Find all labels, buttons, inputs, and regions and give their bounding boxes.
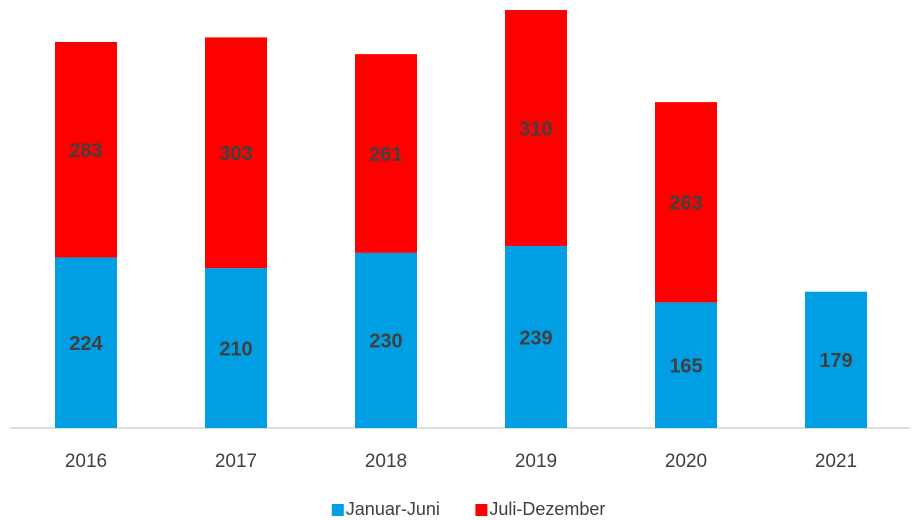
bar-segment	[55, 257, 117, 428]
x-tick-label: 2020	[665, 451, 707, 472]
data-label: 179	[819, 350, 852, 372]
bar-segment	[205, 268, 267, 428]
data-label: 310	[519, 118, 552, 140]
x-tick-label: 2017	[215, 451, 257, 472]
legend-swatch	[475, 504, 488, 516]
data-label: 230	[369, 331, 402, 353]
bar-segment	[505, 10, 567, 247]
bar-segment	[205, 37, 267, 269]
x-tick-label: 2018	[365, 451, 407, 472]
x-tick-label: 2021	[815, 451, 857, 472]
data-label: 210	[219, 338, 252, 360]
legend-label: Januar-Juni	[346, 499, 440, 519]
legend-label: Juli-Dezember	[489, 499, 605, 519]
bar-segment	[355, 252, 417, 428]
data-label: 263	[669, 193, 702, 215]
data-label: 261	[369, 144, 402, 166]
bar-segment	[355, 54, 417, 253]
data-label: 239	[519, 327, 552, 349]
bar-segment	[655, 302, 717, 428]
legend-swatch	[331, 504, 344, 516]
data-label: 224	[69, 333, 103, 355]
bar-segment	[505, 246, 567, 428]
bar-segment	[655, 102, 717, 303]
data-label: 165	[669, 355, 702, 377]
data-label: 303	[219, 143, 252, 165]
x-tick-label: 2019	[515, 451, 557, 472]
bar-segment	[805, 291, 867, 428]
bar-segment	[55, 41, 117, 258]
x-tick-label: 2016	[65, 451, 107, 472]
data-label: 283	[69, 140, 102, 162]
